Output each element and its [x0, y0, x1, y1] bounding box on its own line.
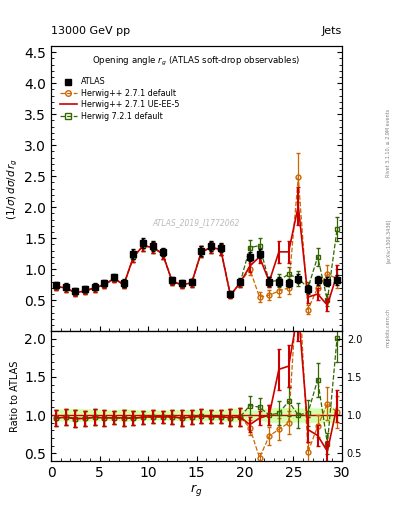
Text: mcplots.cern.ch: mcplots.cern.ch: [386, 308, 391, 347]
Text: Opening angle $r_g$ (ATLAS soft-drop observables): Opening angle $r_g$ (ATLAS soft-drop obs…: [92, 55, 301, 68]
Text: 13000 GeV pp: 13000 GeV pp: [51, 26, 130, 36]
X-axis label: $r_g$: $r_g$: [190, 482, 203, 499]
Y-axis label: $(1/\sigma)\,d\sigma/d\,r_g$: $(1/\sigma)\,d\sigma/d\,r_g$: [6, 158, 20, 220]
Text: Rivet 3.1.10, ≥ 2.9M events: Rivet 3.1.10, ≥ 2.9M events: [386, 109, 391, 178]
Text: [arXiv:1306.3436]: [arXiv:1306.3436]: [386, 219, 391, 263]
Y-axis label: Ratio to ATLAS: Ratio to ATLAS: [10, 360, 20, 432]
Text: Jets: Jets: [321, 26, 342, 36]
Text: ATLAS_2019_I1772062: ATLAS_2019_I1772062: [153, 218, 240, 227]
Legend: ATLAS, Herwig++ 2.7.1 default, Herwig++ 2.7.1 UE-EE-5, Herwig 7.2.1 default: ATLAS, Herwig++ 2.7.1 default, Herwig++ …: [58, 76, 182, 122]
